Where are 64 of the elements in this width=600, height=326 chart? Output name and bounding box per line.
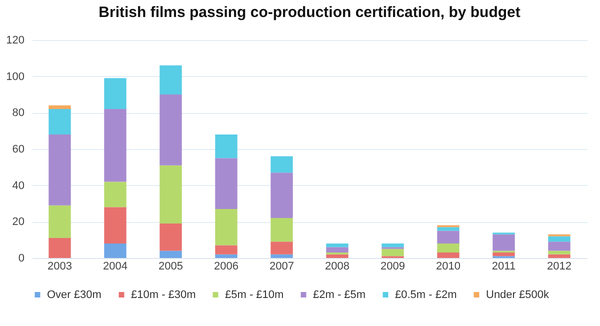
legend-label: £0.5m - £2m	[395, 288, 457, 301]
y-tick-label: 40	[12, 180, 24, 192]
bar	[48, 134, 71, 206]
bar	[215, 245, 238, 254]
bar	[48, 205, 71, 238]
bar	[215, 134, 238, 158]
bar	[382, 248, 404, 256]
bar	[48, 238, 71, 258]
bar	[548, 242, 570, 251]
x-tick-label: 2003	[48, 260, 72, 272]
x-tick-label: 2010	[436, 260, 460, 272]
bar	[160, 94, 182, 166]
y-tick-label: 60	[12, 144, 24, 156]
x-tick-label: 2008	[325, 260, 350, 272]
bar	[104, 109, 126, 182]
x-tick-label: 2004	[103, 260, 128, 272]
bar	[160, 223, 182, 251]
legend-label: £5m - £10m	[225, 288, 284, 301]
bar	[437, 243, 460, 253]
bar	[270, 172, 293, 218]
bar	[548, 254, 570, 258]
bar	[104, 243, 126, 258]
x-tick-label: 2007	[270, 260, 294, 272]
legend-label: Over £30m	[47, 288, 102, 301]
x-tick-label: 2006	[214, 260, 238, 272]
x-tick-label: 2009	[380, 260, 405, 272]
bar	[492, 234, 515, 251]
x-tick-label: 2005	[158, 260, 183, 272]
bar	[215, 158, 238, 209]
y-tick-label: 0	[18, 252, 24, 264]
bar	[548, 250, 570, 254]
bar	[382, 243, 404, 248]
bar	[215, 254, 238, 258]
bar	[437, 252, 460, 258]
bar	[270, 254, 293, 258]
bar	[437, 227, 460, 231]
x-tick-label: 2012	[547, 260, 572, 272]
bar	[48, 105, 71, 110]
y-tick-label: 20	[12, 216, 24, 228]
y-tick-label: 120	[6, 34, 24, 46]
bar	[326, 243, 348, 248]
y-tick-label: 100	[6, 70, 24, 83]
bar	[104, 207, 126, 244]
bar	[160, 65, 182, 94]
bar	[270, 156, 293, 173]
chart-title: British films passing co-production certification, by budget	[98, 4, 520, 21]
bar	[160, 250, 182, 258]
bar	[48, 109, 71, 134]
x-tick-label: 2011	[492, 260, 516, 272]
bar	[270, 242, 293, 254]
bar	[215, 208, 238, 246]
legend-label: Under £500k	[486, 288, 550, 301]
bar	[326, 247, 348, 253]
bar	[104, 182, 126, 208]
bar	[326, 254, 348, 258]
bar	[104, 78, 126, 110]
bar	[270, 218, 293, 242]
bar	[437, 230, 460, 244]
bar	[492, 252, 515, 256]
legend-label: £10m - £30m	[131, 288, 196, 301]
legend-label: £2m - £5m	[313, 288, 366, 301]
bar	[160, 165, 182, 224]
bar	[548, 236, 570, 242]
y-tick-label: 80	[12, 107, 24, 120]
